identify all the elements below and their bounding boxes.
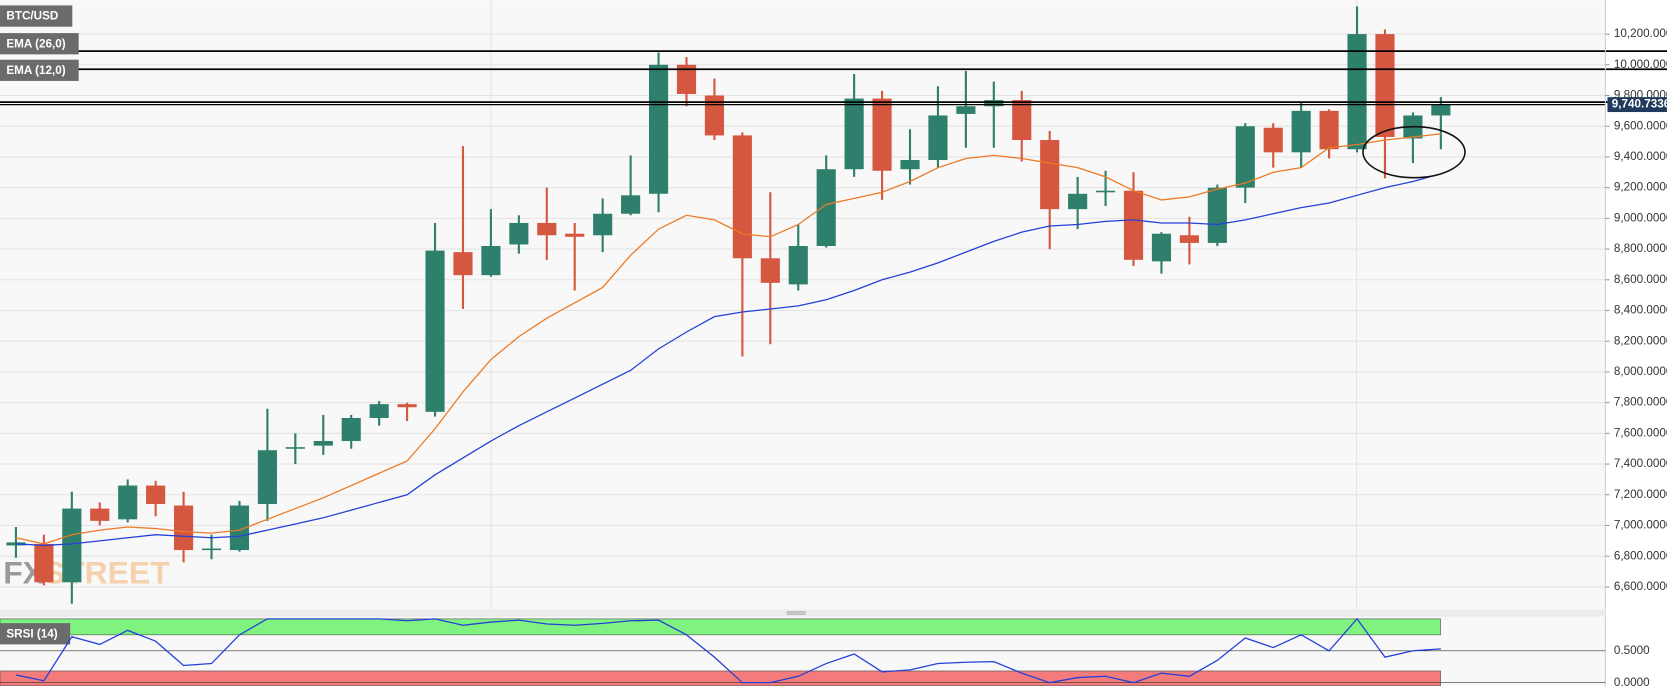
y-tick-label: 10,200.0000 xyxy=(1614,27,1667,40)
y-tick-label: 6,600.0000 xyxy=(1614,580,1667,593)
panel-divider[interactable] xyxy=(0,609,1606,617)
last-price-label: 9,740.7336 xyxy=(1612,98,1667,111)
plot xyxy=(0,6,1667,604)
legend-entry: EMA (26,0) xyxy=(6,37,65,50)
candle-body xyxy=(704,95,724,136)
candle-body xyxy=(229,505,250,551)
candle-body xyxy=(425,250,445,412)
candle-body xyxy=(174,505,194,551)
y-tick-label: 10,000.0000 xyxy=(1614,58,1667,71)
candle-body xyxy=(62,508,82,583)
y-tick-label: 7,200.0000 xyxy=(1614,488,1667,501)
y-tick-label: 8,000.0000 xyxy=(1614,365,1667,378)
legend-tag xyxy=(0,59,79,81)
candle-body xyxy=(341,417,361,442)
indicator-tick-label: 0.0000 xyxy=(1614,676,1650,686)
candle-body xyxy=(1040,140,1060,210)
indicator-name: SRSI (14) xyxy=(6,627,57,640)
candle-body xyxy=(369,404,389,418)
indicator-line xyxy=(15,617,1441,684)
candle-body xyxy=(900,159,920,170)
candle-body xyxy=(313,441,333,446)
candle-body xyxy=(146,485,166,504)
candle-body xyxy=(1123,190,1144,260)
symbol-tag xyxy=(0,5,73,27)
candle-body xyxy=(201,548,222,551)
candle-body xyxy=(593,213,613,236)
candle-body xyxy=(1235,126,1255,188)
candle-body xyxy=(872,98,892,171)
candle-body xyxy=(676,64,697,94)
y-tick-label: 7,400.0000 xyxy=(1614,457,1667,470)
candle-body xyxy=(956,106,976,114)
y-tick-label: 9,000.0000 xyxy=(1614,211,1667,224)
candle-body xyxy=(453,252,473,276)
candle-body xyxy=(509,222,529,245)
candle-body xyxy=(1151,233,1172,262)
candle-body xyxy=(1012,100,1032,141)
y-tick-label: 8,800.0000 xyxy=(1614,242,1667,255)
candle-body xyxy=(1096,190,1116,193)
candle-body xyxy=(118,485,138,520)
y-tick-label: 9,400.0000 xyxy=(1614,150,1667,163)
candle-body xyxy=(1207,187,1227,243)
y-tick-label: 6,800.0000 xyxy=(1614,549,1667,562)
candle-body xyxy=(788,245,808,285)
candle-body xyxy=(732,135,752,259)
y-tick-label: 7,800.0000 xyxy=(1614,396,1667,409)
y-tick-label: 8,200.0000 xyxy=(1614,334,1667,347)
watermark: FXSTREET xyxy=(3,555,170,591)
symbol: BTC/USD xyxy=(6,10,58,23)
y-tick-label: 8,400.0000 xyxy=(1614,304,1667,317)
candle-body xyxy=(1068,193,1088,210)
candle-body xyxy=(984,100,1004,107)
candle-body xyxy=(648,64,669,194)
y-tick-label: 9,200.0000 xyxy=(1614,181,1667,194)
overbought-band xyxy=(0,618,1441,636)
oversold-band xyxy=(0,670,1441,686)
candle-body xyxy=(816,169,836,246)
last-price-box xyxy=(1607,97,1667,113)
candle-body xyxy=(285,447,305,449)
candle-body xyxy=(6,542,26,546)
indicator-tick-label: 0.5000 xyxy=(1614,644,1650,657)
indicator-tag xyxy=(0,623,71,645)
y-tick-label: 7,000.0000 xyxy=(1614,519,1667,532)
candle-body xyxy=(34,543,54,583)
ema-line xyxy=(15,133,1441,545)
annotation-ellipse xyxy=(1362,125,1466,179)
candle-body xyxy=(844,98,864,170)
candle-body xyxy=(481,245,501,276)
y-tick-label: 9,600.0000 xyxy=(1614,119,1667,132)
candle-body xyxy=(1347,34,1367,150)
candle-body xyxy=(397,404,417,408)
candle-body xyxy=(621,195,641,214)
legend-entry: EMA (12,0) xyxy=(6,64,65,77)
candle-body xyxy=(1431,104,1451,116)
candle-body xyxy=(1319,110,1339,150)
y-tick-label: 7,600.0000 xyxy=(1614,426,1667,439)
candle-body xyxy=(1263,127,1283,153)
candle-body xyxy=(1291,110,1311,153)
candle-body xyxy=(90,508,110,521)
candle-body xyxy=(760,258,780,283)
candle-body xyxy=(928,115,948,160)
candle-body xyxy=(537,222,557,236)
ema-line xyxy=(15,173,1442,547)
candle-body xyxy=(1179,235,1199,243)
y-tick-label: 8,600.0000 xyxy=(1614,273,1667,286)
candle-body xyxy=(1375,34,1395,137)
candle-body xyxy=(257,450,277,504)
legend-tag xyxy=(0,33,79,55)
candle-body xyxy=(565,233,585,237)
